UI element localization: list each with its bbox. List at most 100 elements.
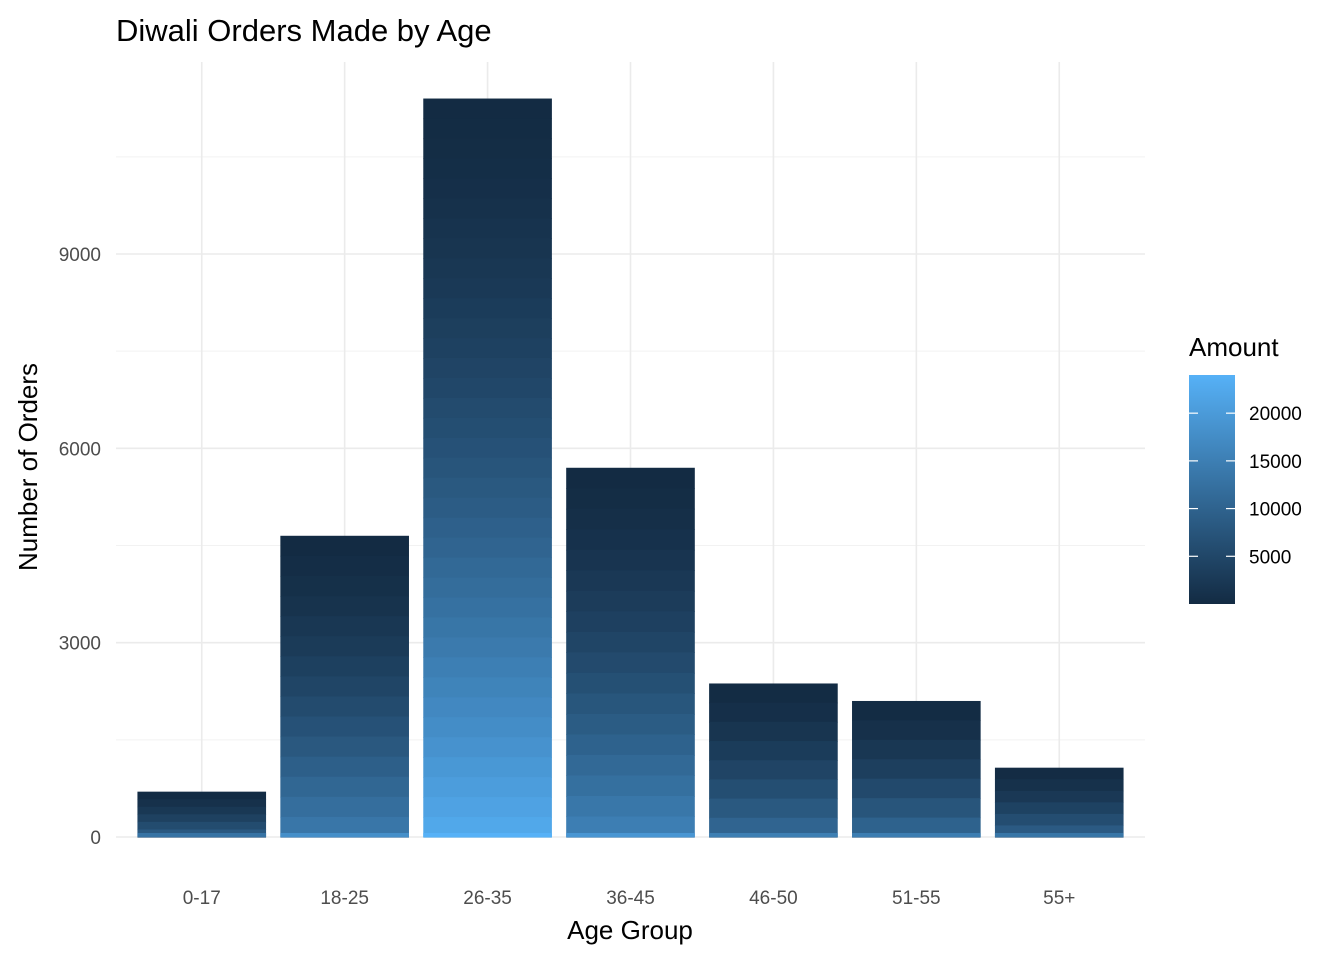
- bar-segment: [423, 417, 552, 439]
- bar-segment: [423, 218, 552, 239]
- legend-break-label: 5000: [1249, 547, 1291, 568]
- legend-break-label: 15000: [1249, 452, 1302, 473]
- bar-segment: [994, 802, 1124, 815]
- bar-segment: [280, 796, 409, 818]
- bar-segment: [423, 717, 552, 738]
- y-tick-label: 0: [90, 828, 101, 849]
- y-tick-label: 3000: [59, 634, 101, 655]
- bar-segment: [423, 817, 552, 838]
- bar-55+: [994, 767, 1124, 838]
- x-tick-label: 55+: [1043, 888, 1075, 909]
- bar-segment: [852, 778, 981, 799]
- bar-segment: [566, 693, 695, 715]
- bar-46-50: [709, 683, 838, 838]
- bar-segment: [566, 652, 695, 674]
- bar-segment: [709, 721, 838, 742]
- bar-segment: [566, 631, 695, 653]
- bar-segment: [423, 617, 552, 639]
- bar-segment: [423, 637, 552, 658]
- bar-segment: [280, 535, 409, 557]
- bar-18-25: [280, 535, 409, 838]
- bar-segment: [280, 656, 409, 677]
- bar-segment: [709, 683, 838, 704]
- y-axis-ticks: 0 3000 6000 9000: [59, 245, 101, 849]
- bar-segment: [423, 118, 552, 140]
- bar-segment: [280, 596, 409, 617]
- x-axis-ticks: 0-17 18-25 26-35 36-45 46-50 51-55 55+: [183, 888, 1076, 909]
- bar-segment: [994, 767, 1124, 780]
- bar-segment: [423, 597, 552, 619]
- bar-segment: [566, 734, 695, 756]
- y-tick-label: 6000: [59, 439, 101, 460]
- bar-segment: [566, 795, 695, 818]
- bar-segment: [566, 775, 695, 797]
- bar-segment: [423, 517, 552, 539]
- legend: Amount 20000 15000 10000 5000: [1189, 332, 1302, 604]
- bar-segment: [423, 577, 552, 599]
- bar-segment: [423, 377, 552, 399]
- bar-segment: [137, 833, 267, 837]
- bar-0-17: [137, 791, 267, 838]
- bar-segment: [423, 437, 552, 459]
- bar-segment: [423, 357, 552, 379]
- x-tick-label: 51-55: [892, 888, 941, 909]
- bar-segment: [566, 549, 695, 571]
- bar-segment: [423, 737, 552, 758]
- bar-segment: [423, 537, 552, 559]
- bar-segment: [994, 833, 1124, 837]
- bar-segment: [423, 98, 552, 120]
- x-tick-label: 36-45: [606, 888, 655, 909]
- bar-segment: [423, 677, 552, 698]
- bar-segment: [566, 672, 695, 695]
- bar-segment: [423, 298, 552, 319]
- bar-segment: [280, 575, 409, 597]
- bar-segment: [994, 790, 1124, 803]
- bar-segment: [423, 397, 552, 419]
- bar-segment: [423, 457, 552, 479]
- bar-segment: [566, 590, 695, 612]
- bar-segment: [852, 817, 981, 838]
- bar-segment: [423, 757, 552, 778]
- bar-segment: [423, 318, 552, 339]
- bar-51-55: [852, 700, 981, 838]
- y-tick-label: 9000: [59, 245, 101, 266]
- bar-segment: [423, 198, 552, 219]
- bar-segment: [852, 739, 981, 760]
- x-axis-title: Age Group: [567, 915, 693, 945]
- bar-segment: [137, 814, 267, 823]
- bar-segment: [709, 833, 838, 837]
- legend-colorbar: [1189, 375, 1235, 604]
- bar-segment: [137, 806, 267, 815]
- bar-segment: [423, 797, 552, 818]
- bar-segment: [280, 716, 409, 738]
- bar-segment: [137, 791, 267, 800]
- bar-segment: [423, 833, 552, 837]
- bar-segment: [423, 258, 552, 279]
- bar-segment: [423, 158, 552, 179]
- legend-breaks: 20000 15000 10000 5000: [1189, 404, 1302, 568]
- bar-segment: [137, 799, 267, 808]
- bar-segment: [137, 821, 267, 831]
- bar-segment: [566, 488, 695, 510]
- bar-segment: [566, 570, 695, 592]
- bar-segment: [852, 700, 981, 721]
- bar-segment: [280, 616, 409, 637]
- bar-segment: [423, 338, 552, 359]
- bar-segment: [566, 529, 695, 551]
- bar-segment: [423, 238, 552, 259]
- bar-segment: [852, 833, 981, 837]
- bar-segment: [280, 776, 409, 798]
- chart-title: Diwali Orders Made by Age: [116, 13, 492, 48]
- bar-segment: [852, 798, 981, 819]
- bar-segment: [709, 817, 838, 838]
- x-tick-label: 46-50: [749, 888, 798, 909]
- legend-break-label: 10000: [1249, 500, 1302, 521]
- bar-segment: [423, 278, 552, 299]
- bar-segment: [852, 759, 981, 780]
- bar-segment: [280, 555, 409, 577]
- bar-segment: [423, 138, 552, 160]
- bar-segment: [280, 676, 409, 698]
- x-tick-label: 0-17: [183, 888, 221, 909]
- bar-segment: [566, 467, 695, 489]
- bar-segment: [423, 697, 552, 718]
